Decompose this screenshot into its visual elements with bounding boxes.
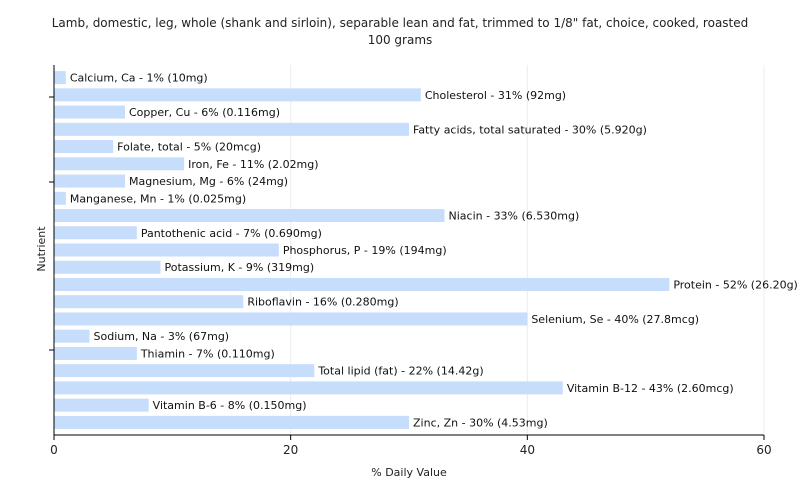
bar-label-5: Iron, Fe - 11% (2.02mg) xyxy=(188,158,318,171)
bar-label-9: Pantothenic acid - 7% (0.690mg) xyxy=(141,227,322,240)
bar-label-11: Potassium, K - 9% (319mg) xyxy=(165,261,315,274)
bar-label-2: Copper, Cu - 6% (0.116mg) xyxy=(129,106,280,119)
bar-6 xyxy=(54,174,125,188)
bar-8 xyxy=(54,209,445,223)
x-tick-label-0: 0 xyxy=(50,443,58,457)
bar-13 xyxy=(54,295,244,309)
chart-title-line-2: 100 grams xyxy=(367,33,433,47)
bar-12 xyxy=(54,277,670,291)
bar-15 xyxy=(54,329,90,343)
bar-label-13: Riboflavin - 16% (0.280mg) xyxy=(247,296,398,309)
bar-16 xyxy=(54,346,137,360)
chart-title: Lamb, domestic, leg, whole (shank and si… xyxy=(0,15,800,49)
bar-label-3: Fatty acids, total saturated - 30% (5.92… xyxy=(413,123,647,136)
bar-label-6: Magnesium, Mg - 6% (24mg) xyxy=(129,175,288,188)
chart-title-line-1: Lamb, domestic, leg, whole (shank and si… xyxy=(51,16,749,30)
bar-14 xyxy=(54,312,528,326)
bar-2 xyxy=(54,105,125,119)
bar-label-7: Manganese, Mn - 1% (0.025mg) xyxy=(70,192,246,205)
bar-11 xyxy=(54,260,161,274)
bar-label-17: Total lipid (fat) - 22% (14.42g) xyxy=(317,365,483,378)
x-tick-label-40: 40 xyxy=(520,443,535,457)
x-tick-label-60: 60 xyxy=(756,443,771,457)
bar-0 xyxy=(54,71,66,85)
x-axis-title: % Daily Value xyxy=(371,466,447,479)
bar-label-16: Thiamin - 7% (0.110mg) xyxy=(140,347,275,360)
y-axis-title: Nutrient xyxy=(35,226,48,272)
bar-4 xyxy=(54,140,114,154)
bar-label-1: Cholesterol - 31% (92mg) xyxy=(425,89,566,102)
bar-label-0: Calcium, Ca - 1% (10mg) xyxy=(70,72,208,85)
bar-label-10: Phosphorus, P - 19% (194mg) xyxy=(283,244,447,257)
bar-19 xyxy=(54,398,149,412)
bar-1 xyxy=(54,88,421,102)
bar-label-4: Folate, total - 5% (20mcg) xyxy=(117,141,261,154)
bar-18 xyxy=(54,381,563,395)
axes: 0 20 40 60 xyxy=(49,65,772,457)
bar-7 xyxy=(54,191,66,205)
x-tick-label-20: 20 xyxy=(283,443,298,457)
bar-20 xyxy=(54,415,409,429)
bar-label-18: Vitamin B-12 - 43% (2.60mcg) xyxy=(567,382,734,395)
bar-9 xyxy=(54,226,137,240)
bar-label-19: Vitamin B-6 - 8% (0.150mg) xyxy=(153,399,307,412)
bar-5 xyxy=(54,157,185,171)
bar-label-14: Selenium, Se - 40% (27.8mcg) xyxy=(531,313,699,326)
bar-label-15: Sodium, Na - 3% (67mg) xyxy=(94,330,230,343)
bar-label-20: Zinc, Zn - 30% (4.53mg) xyxy=(413,416,548,429)
bar-10 xyxy=(54,243,279,257)
bar-3 xyxy=(54,122,409,136)
bar-label-8: Niacin - 33% (6.530mg) xyxy=(449,210,580,223)
bar-17 xyxy=(54,364,315,378)
bar-label-12: Protein - 52% (26.20g) xyxy=(673,278,798,291)
bars: Calcium, Ca - 1% (10mg) Cholesterol - 31%… xyxy=(54,71,798,429)
